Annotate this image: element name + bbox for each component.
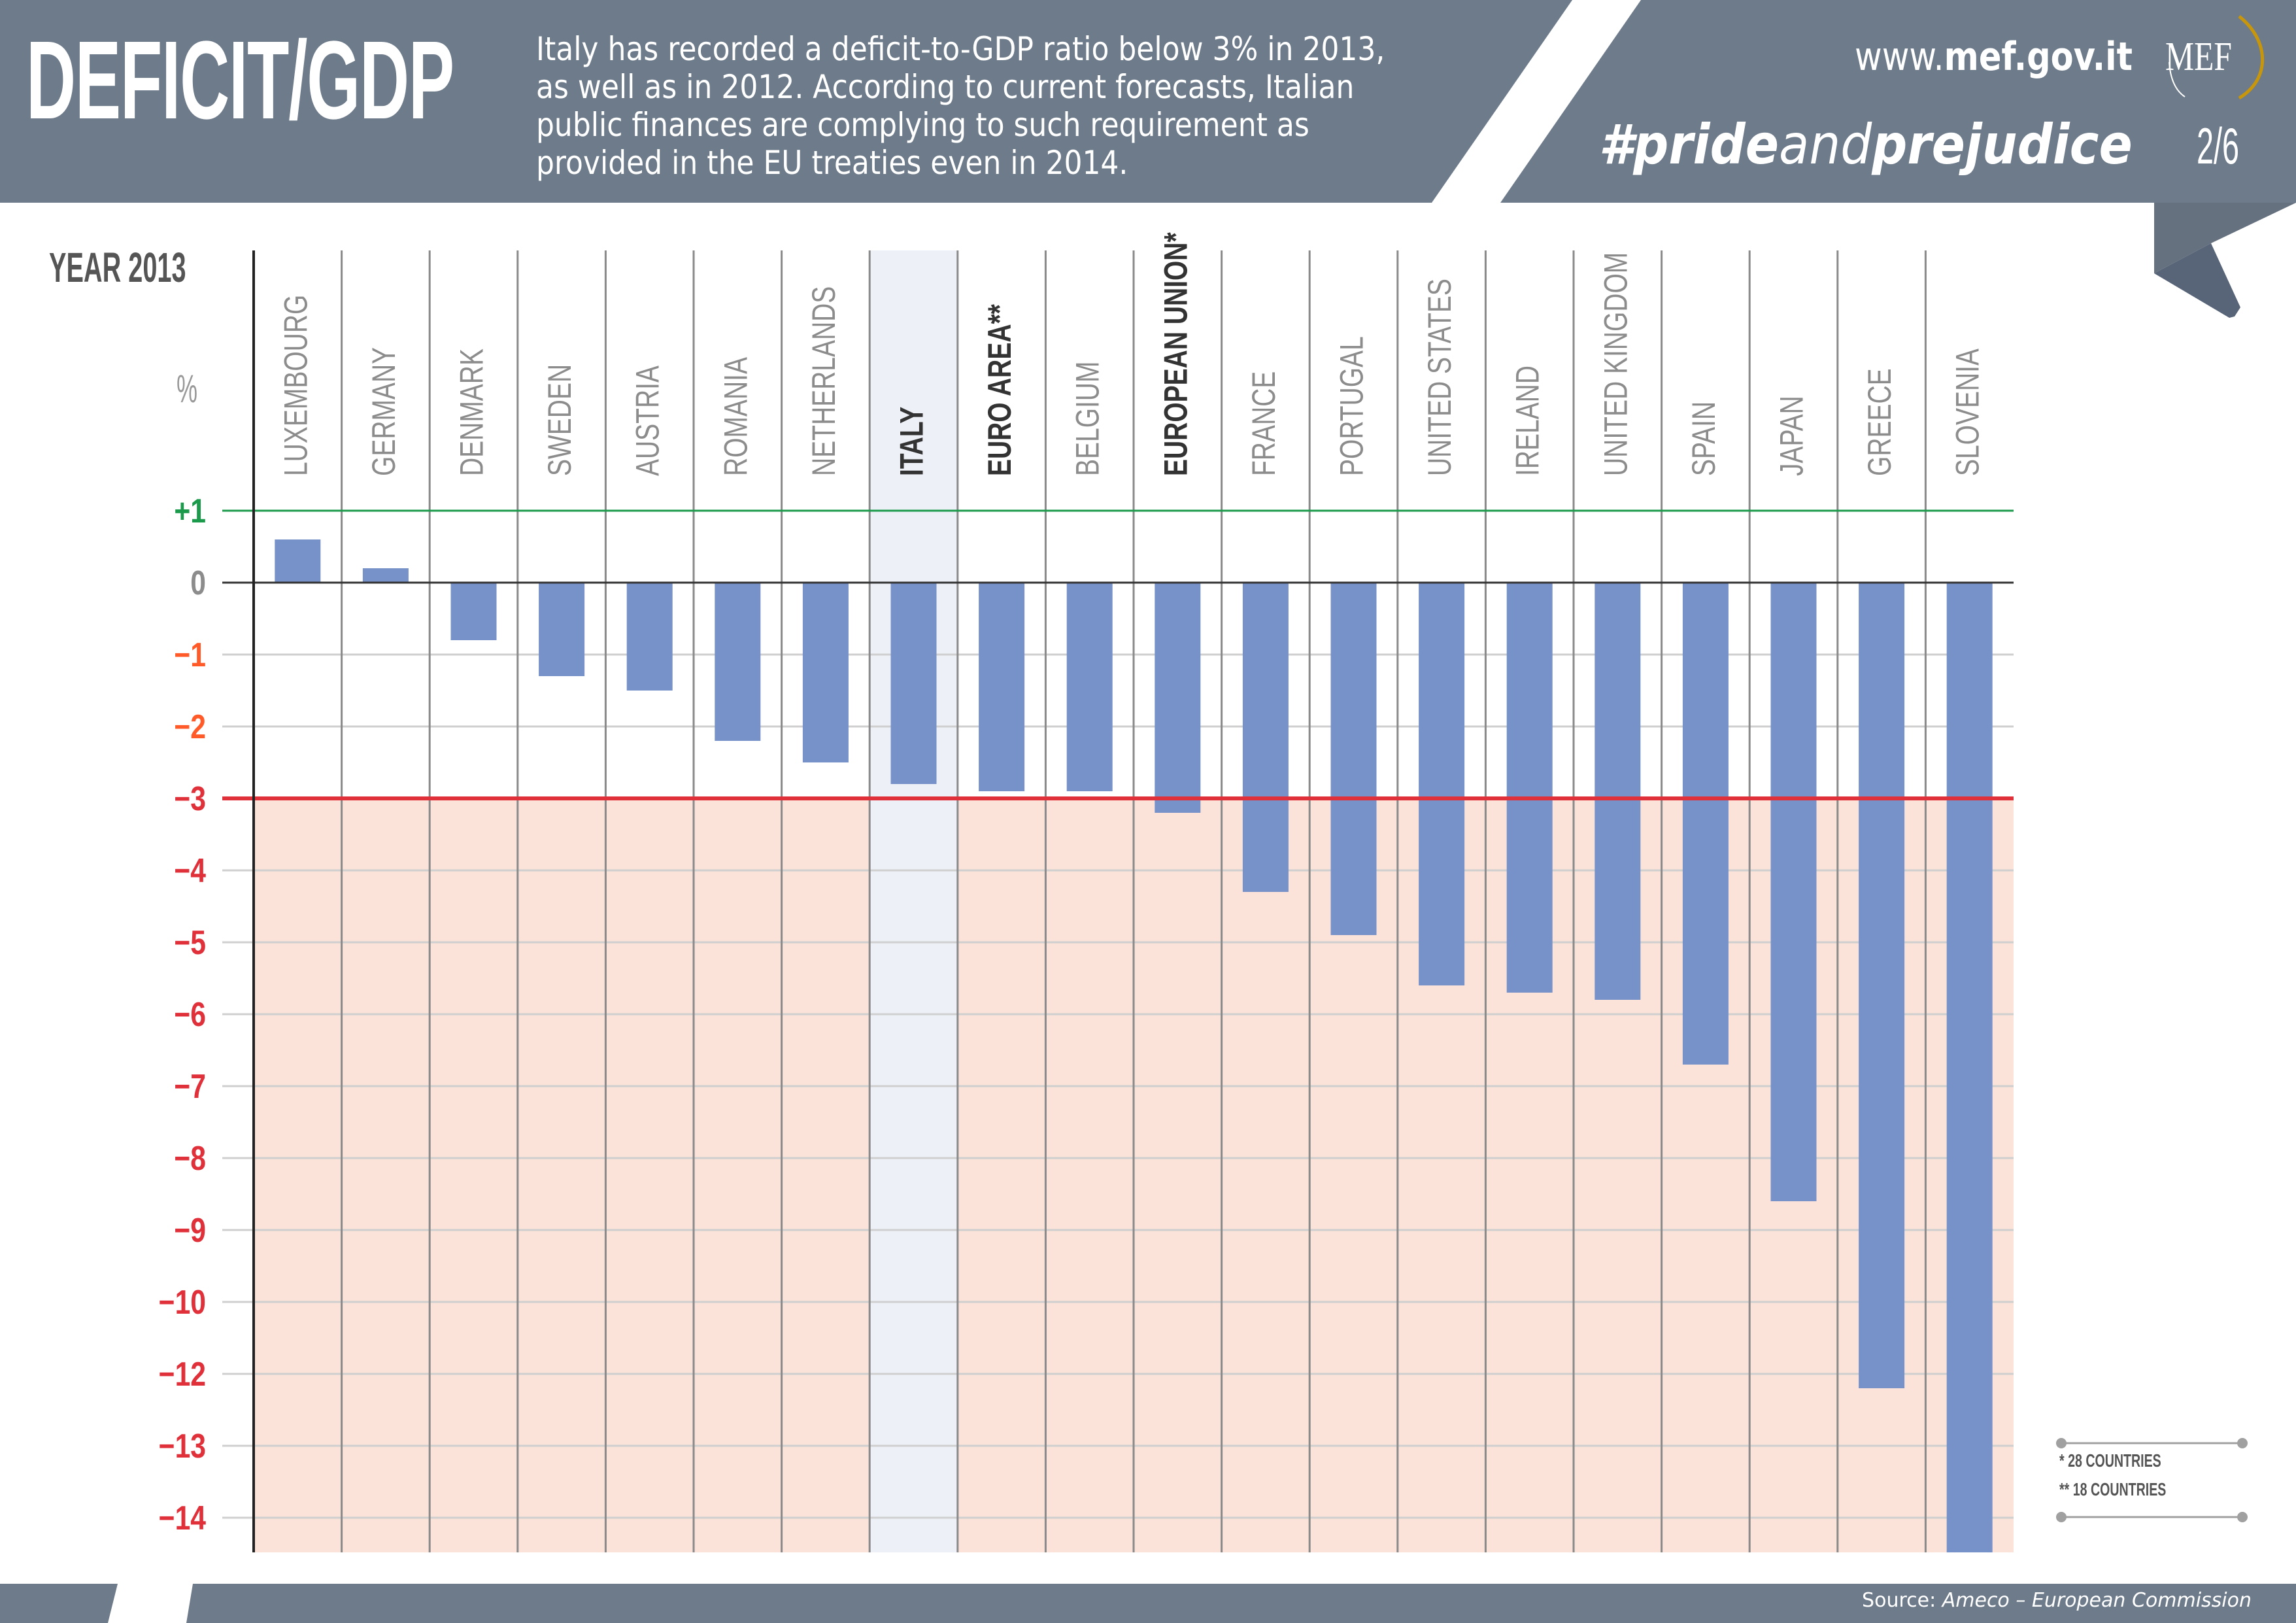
y-tick-label: −7 — [174, 1068, 206, 1106]
bar-slovenia — [1946, 583, 1993, 1552]
legend-note: ** 18 COUNTRIES — [2059, 1479, 2167, 1499]
y-tick-label: −8 — [174, 1140, 206, 1178]
source-value: Ameco – European Commission — [1942, 1589, 2252, 1612]
category-label: IRELAND — [1509, 366, 1546, 476]
description-line: public finances are complying to such re… — [536, 106, 1309, 144]
category-label: DENMARK — [453, 349, 490, 476]
category-label: FRANCE — [1245, 371, 1282, 476]
bar-european-union — [1155, 583, 1201, 813]
category-label: SLOVENIA — [1949, 349, 1986, 476]
category-label: EURO AREA** — [981, 304, 1018, 476]
bar-belgium — [1066, 583, 1113, 791]
hashtag-part: prejudice — [1872, 112, 2133, 177]
description: Italy has recorded a deficit-to-GDP rati… — [536, 30, 1399, 182]
legend-note: * 28 COUNTRIES — [2059, 1450, 2161, 1471]
y-tick-label: −13 — [159, 1427, 206, 1465]
website-domain: mef.gov.it — [1944, 34, 2133, 80]
mef-logo-arc — [2238, 15, 2265, 100]
bar-united-states — [1419, 583, 1465, 985]
website-prefix: www. — [1854, 34, 1944, 80]
chart-title: YEAR 2013 — [49, 244, 186, 291]
y-tick-label: −6 — [174, 996, 206, 1034]
ribbon-tail-top — [2154, 203, 2296, 273]
category-label: GERMANY — [365, 347, 402, 476]
bar-denmark — [450, 583, 497, 640]
y-tick-label: −2 — [174, 708, 206, 746]
y-tick-label: 0 — [190, 564, 206, 602]
description-line: provided in the EU treaties even in 2014… — [536, 144, 1128, 182]
bar-sweden — [539, 583, 585, 676]
source-note: Source: Ameco – European Commission — [1862, 1589, 2252, 1612]
category-label: ROMANIA — [717, 357, 754, 476]
mef-logo-arc-white — [2169, 61, 2186, 97]
bar-spain — [1682, 583, 1729, 1065]
category-label: SPAIN — [1685, 401, 1722, 476]
bar-austria — [626, 583, 673, 691]
footer-left-stub — [0, 1584, 118, 1623]
y-axis-unit: % — [177, 367, 198, 411]
category-label: JAPAN — [1773, 396, 1810, 476]
description-line: as well as in 2012. According to current… — [536, 68, 1355, 106]
bar-france — [1242, 583, 1289, 892]
footer-band — [186, 1584, 2296, 1623]
category-label: SWEDEN — [541, 364, 578, 476]
y-tick-label: −12 — [159, 1356, 206, 1393]
legend-dot — [2237, 1512, 2248, 1522]
category-label: ITALY — [893, 407, 930, 476]
ribbon-tail-fold — [2154, 243, 2240, 318]
category-label: NETHERLANDS — [805, 286, 842, 476]
bar-romania — [715, 583, 761, 741]
category-label: AUSTRIA — [629, 366, 666, 476]
legend-dot — [2056, 1512, 2067, 1522]
legend-dot — [2056, 1438, 2067, 1448]
category-label: BELGIUM — [1069, 361, 1106, 476]
y-tick-label: −10 — [159, 1284, 206, 1322]
hashtag-part: #pride — [1598, 112, 1780, 177]
header-left-band — [0, 0, 1572, 203]
bar-netherlands — [802, 583, 849, 762]
hashtag: #prideandprejudice — [1599, 112, 2133, 177]
y-tick-label: −1 — [174, 636, 206, 674]
category-label: GREECE — [1861, 368, 1898, 476]
page-title: DEFICIT/GDP — [26, 18, 454, 143]
y-tick-label: −9 — [174, 1212, 206, 1250]
y-tick-label: −3 — [174, 780, 206, 818]
mef-logo: MEF — [2165, 35, 2232, 79]
chart-area: +1 0 −1 −2 −3 −4 −5 −6 −7 −8 −9 −10 −12 −13 −14 LUXEMBO… — [159, 232, 2014, 1552]
bar-ireland — [1506, 583, 1553, 993]
category-label: UNITED STATES — [1421, 279, 1458, 476]
bar-united-kingdom — [1595, 583, 1641, 1000]
header-right-band — [1500, 0, 2296, 203]
category-label: EUROPEAN UNION* — [1157, 232, 1194, 476]
bar-greece — [1859, 583, 1905, 1388]
source-label: Source: — [1862, 1589, 1942, 1612]
y-tick-label: +1 — [174, 492, 206, 530]
hashtag-part: and — [1779, 112, 1872, 177]
bar-italy — [890, 583, 937, 784]
highlight-column-italy — [869, 250, 958, 1552]
y-tick-label: −5 — [174, 924, 206, 962]
bar-portugal — [1330, 583, 1377, 935]
y-tick-label: −4 — [174, 852, 206, 890]
legend-box — [2056, 1438, 2248, 1522]
bar-euro-area — [979, 583, 1025, 791]
website-link[interactable]: www.mef.gov.it — [1855, 34, 2133, 80]
category-label: PORTUGAL — [1333, 336, 1370, 476]
category-label: LUXEMBOURG — [277, 295, 314, 476]
category-label: UNITED KINGDOM — [1597, 252, 1634, 476]
bar-luxembourg — [275, 539, 321, 583]
legend-dot — [2237, 1438, 2248, 1448]
page-indicator: 2/6 — [2197, 117, 2240, 175]
bar-germany — [362, 568, 409, 583]
bar-japan — [1770, 583, 1817, 1201]
y-tick-label: −14 — [159, 1499, 207, 1537]
description-line: Italy has recorded a deficit-to-GDP rati… — [536, 30, 1385, 68]
